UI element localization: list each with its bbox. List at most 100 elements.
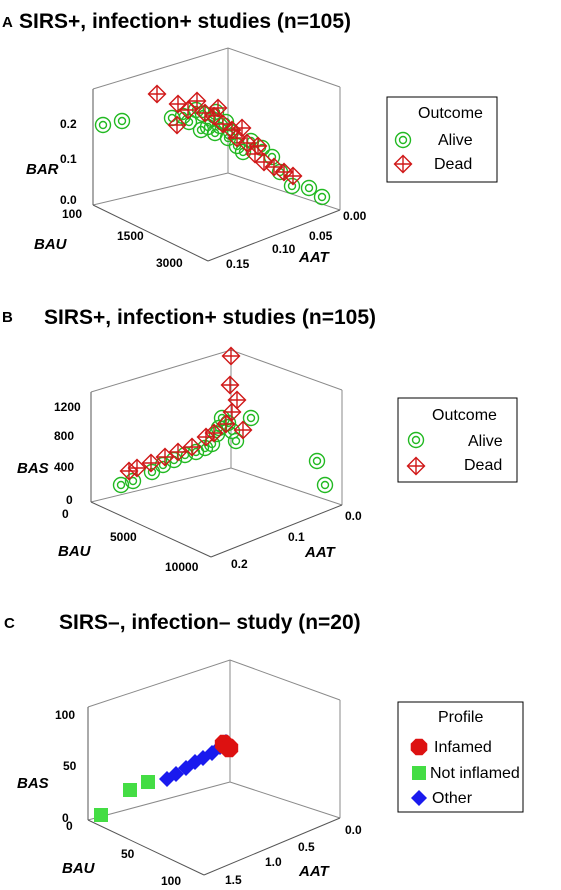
legend-label-dead-b: Dead — [464, 457, 502, 474]
data-point-dead — [222, 402, 242, 422]
tick-x-b-0: 0.0 — [345, 509, 362, 523]
data-point-dead — [204, 106, 224, 126]
tick-z-b-2: 800 — [54, 429, 74, 443]
axis-label-z-b: BAS — [17, 460, 49, 477]
chart-title-c: SIRS–, infection– study (n=20) — [59, 611, 361, 634]
data-point-dead — [227, 390, 247, 410]
data-point-alive — [313, 188, 331, 206]
data-point-alive — [113, 112, 131, 130]
data-point-dead — [127, 458, 147, 478]
tick-x-a-2: 0.10 — [272, 242, 296, 256]
data-point-dead — [232, 118, 252, 138]
axis-label-y-a: BAU — [34, 236, 68, 253]
data-point-infamed — [219, 738, 239, 758]
tick-z-b-3: 1200 — [54, 400, 81, 414]
plot-box-a — [92, 47, 341, 262]
legend-title-a: Outcome — [418, 105, 483, 122]
legend-marker-not-inflamed-c — [412, 766, 426, 780]
tick-x-a-1: 0.05 — [309, 229, 333, 243]
tick-z-c-2: 100 — [55, 708, 75, 722]
legend-title-c: Profile — [438, 709, 483, 726]
tick-z-a-2: 0.2 — [60, 117, 77, 131]
data-point-dead — [168, 94, 188, 114]
data-point-dead — [208, 98, 228, 118]
data-point-dead — [283, 166, 303, 186]
legend-label-infamed-c: Infamed — [434, 739, 492, 756]
legend-a: Outcome Alive Dead — [386, 96, 498, 183]
legend-label-other-c: Other — [432, 790, 473, 807]
panel-letter-c: C — [4, 615, 15, 632]
tick-z-c-1: 50 — [63, 759, 77, 773]
legend-label-not-inflamed-c: Not inflamed — [430, 765, 520, 782]
legend-marker-dead-a — [393, 154, 413, 174]
tick-y-b-2: 10000 — [165, 560, 199, 574]
tick-z-a-0: 0.0 — [60, 193, 77, 207]
panel-b: B SIRS+, infection+ studies (n=105) 1200… — [2, 306, 518, 574]
legend-marker-dead-symbol — [393, 154, 413, 174]
data-point-alive — [316, 476, 334, 494]
data-point-dead — [204, 423, 224, 443]
data-point-dead — [141, 453, 161, 473]
plot-box-c — [87, 659, 341, 876]
data-point-alive — [283, 177, 301, 195]
legend-label-alive-b: Alive — [468, 433, 503, 450]
tick-y-c-0: 0 — [66, 819, 73, 833]
axis-label-x-c: AAT — [298, 863, 331, 880]
data-point-dead — [147, 84, 167, 104]
chart-title-b: SIRS+, infection+ studies (n=105) — [44, 306, 376, 329]
legend-marker-dead-b — [406, 456, 426, 476]
legend-label-dead-a: Dead — [434, 156, 472, 173]
data-point-alive — [234, 143, 252, 161]
data-point-not-inflamed — [94, 808, 108, 822]
legend-marker-alive-symbol — [407, 431, 425, 449]
data-point-alive — [180, 113, 198, 131]
chart-title-a: SIRS+, infection+ studies (n=105) — [19, 10, 351, 33]
tick-x-c-1: 0.5 — [298, 840, 315, 854]
data-point-dead — [220, 375, 240, 395]
data-point-alive — [242, 409, 260, 427]
data-point-dead — [216, 414, 236, 434]
data-point-dead — [187, 91, 207, 111]
legend-marker-infamed-c — [410, 738, 428, 756]
tick-y-b-1: 5000 — [110, 530, 137, 544]
tick-x-c-2: 1.0 — [265, 855, 282, 869]
axis-label-x-a: AAT — [298, 249, 331, 266]
legend-title-b: Outcome — [432, 407, 497, 424]
legend-marker-dead-symbol — [406, 456, 426, 476]
data-point-alive — [227, 432, 245, 450]
tick-x-c-0: 0.0 — [345, 823, 362, 837]
tick-z-b-0: 0 — [66, 493, 73, 507]
data-point-alive — [206, 124, 224, 142]
data-point-dead — [178, 100, 198, 120]
tick-x-b-2: 0.2 — [231, 557, 248, 571]
data-point-dead — [167, 115, 187, 135]
tick-x-b-1: 0.1 — [288, 530, 305, 544]
data-point-dead — [196, 427, 216, 447]
panel-c: C SIRS–, infection– study (n=20) 100 50 … — [4, 611, 524, 888]
data-point-dead — [233, 420, 253, 440]
tick-x-a-0: 0.00 — [343, 209, 367, 223]
data-point-not-inflamed — [141, 775, 155, 789]
axis-label-z-c: BAS — [17, 775, 49, 792]
data-point-dead — [155, 447, 175, 467]
tick-z-a-1: 0.1 — [60, 152, 77, 166]
tick-y-a-2: 3000 — [156, 256, 183, 270]
tick-x-a-3: 0.15 — [226, 257, 250, 271]
legend-c: Profile Infamed Not inflamed Other — [397, 701, 524, 813]
axis-label-x-b: AAT — [304, 544, 337, 561]
data-point-not-inflamed — [123, 783, 137, 797]
tick-y-c-2: 100 — [161, 874, 181, 888]
plot-box-b — [90, 349, 343, 558]
legend-label-alive-a: Alive — [438, 132, 473, 149]
data-point-dead — [119, 461, 139, 481]
legend-marker-alive-b — [407, 431, 425, 449]
tick-z-b-1: 400 — [54, 460, 74, 474]
axis-label-z-a: BAR — [26, 161, 59, 178]
axis-label-y-c: BAU — [62, 860, 96, 877]
data-point-alive — [300, 179, 318, 197]
axis-label-y-b: BAU — [58, 543, 92, 560]
tick-y-b-0: 0 — [62, 507, 69, 521]
data-point-alive — [94, 116, 112, 134]
data-point-alive — [124, 472, 142, 490]
data-point-dead — [168, 442, 188, 462]
